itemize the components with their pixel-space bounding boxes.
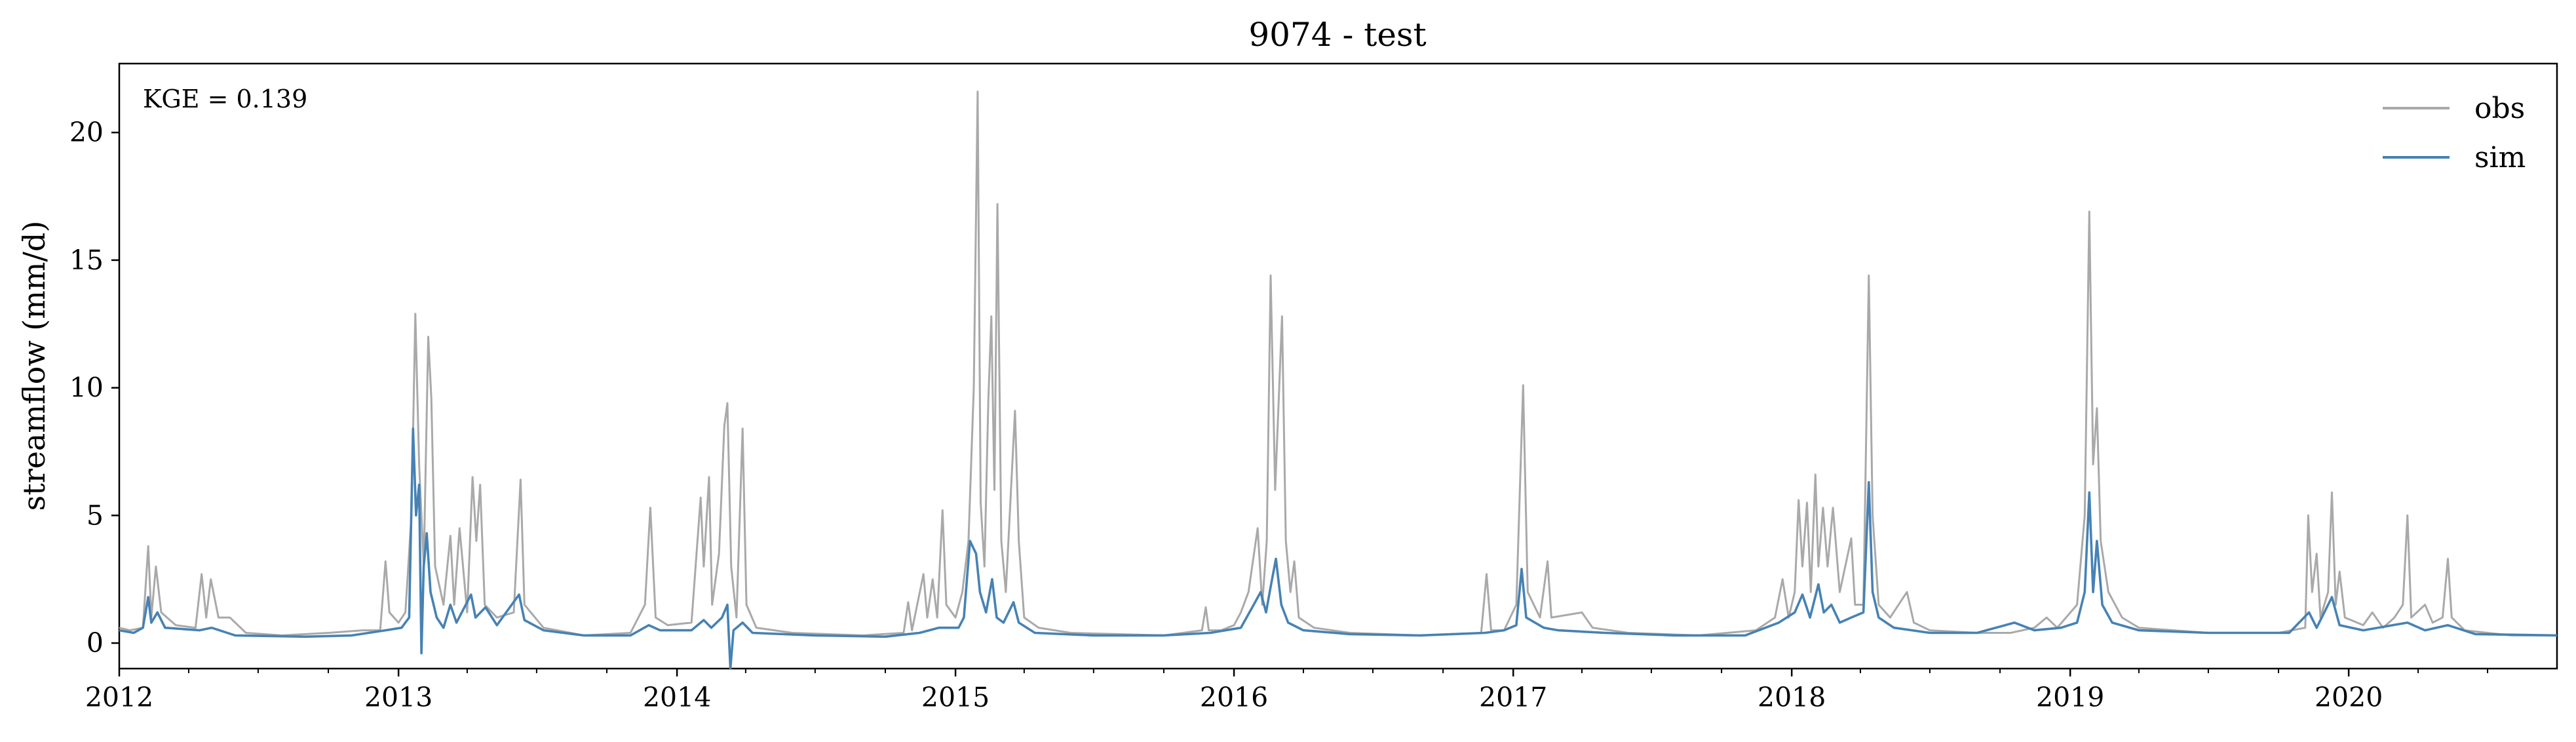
series-layer bbox=[119, 90, 2558, 670]
x-tick-label: 2014 bbox=[643, 682, 711, 713]
y-tick-label: 10 bbox=[69, 372, 104, 404]
x-tick-label: 2012 bbox=[85, 682, 153, 713]
legend: obs sim bbox=[2383, 92, 2526, 174]
x-tick-label: 2018 bbox=[1758, 682, 1826, 713]
axes-layer: 2012 2013 2014 2015 2016 2017 2018 2019 20200510… bbox=[69, 117, 2489, 713]
x-tick-label: 2017 bbox=[1479, 682, 1547, 713]
legend-sim-label: sim bbox=[2474, 141, 2526, 174]
y-tick-label: 20 bbox=[69, 117, 104, 148]
x-tick-label: 2019 bbox=[2036, 682, 2104, 713]
y-tick-label: 0 bbox=[87, 627, 104, 659]
y-axis-label: streamflow (mm/d) bbox=[16, 221, 52, 511]
x-tick-label: 2020 bbox=[2315, 682, 2383, 713]
series-line-obs bbox=[119, 90, 2557, 636]
kge-annotation: KGE = 0.139 bbox=[143, 85, 307, 113]
plot-frame bbox=[118, 62, 2558, 670]
chart-title: 9074 - test bbox=[1248, 16, 1426, 54]
legend-obs-label: obs bbox=[2474, 92, 2525, 125]
y-tick-label: 15 bbox=[69, 244, 104, 276]
series-line-sim bbox=[119, 427, 2558, 670]
x-tick-label: 2015 bbox=[921, 682, 990, 713]
x-tick-label: 2013 bbox=[364, 682, 433, 713]
y-tick-label: 5 bbox=[87, 499, 104, 531]
x-tick-label: 2016 bbox=[1200, 682, 1268, 713]
